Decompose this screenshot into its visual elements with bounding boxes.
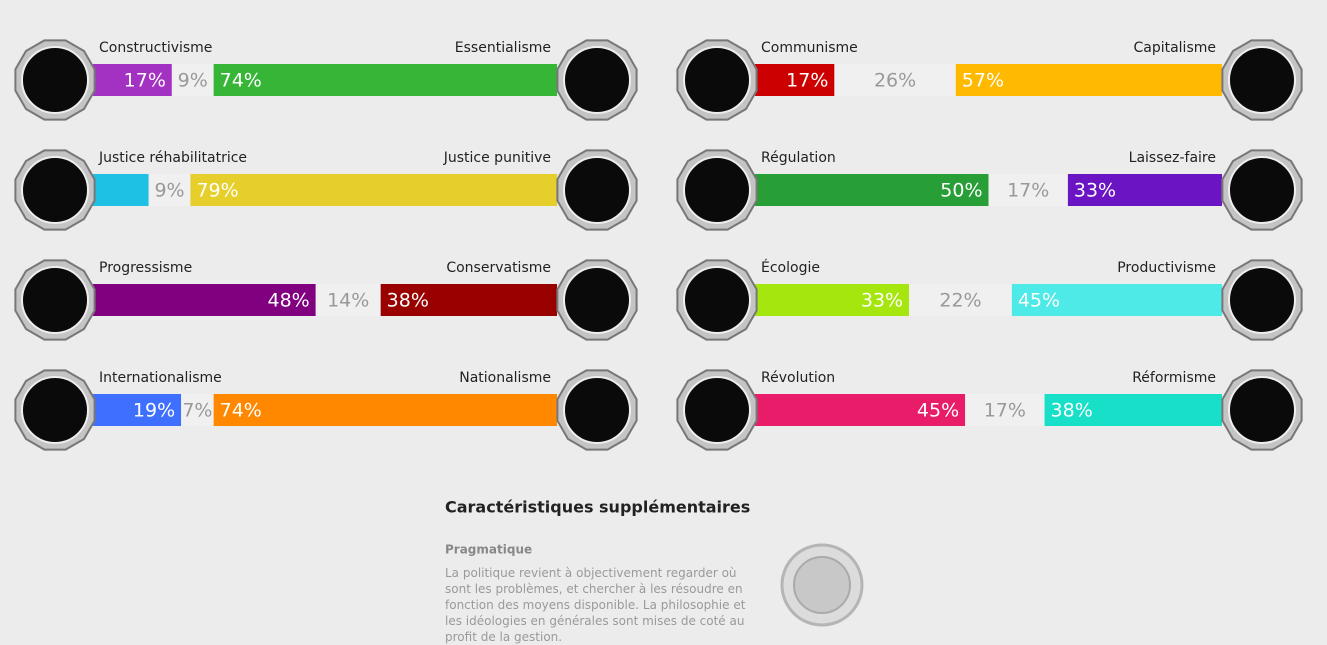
icon — [21, 376, 89, 444]
bar-segment — [1011, 284, 1222, 316]
icon — [563, 46, 631, 114]
percent-label: 17% — [786, 70, 828, 92]
bar-segment — [171, 64, 214, 96]
percent-label: 33% — [1074, 180, 1116, 202]
left-label: Internationalisme — [99, 370, 222, 386]
bar-segment — [315, 284, 381, 316]
bar-segment — [909, 284, 1012, 316]
percent-label: 26% — [874, 70, 916, 92]
bar-segment — [755, 174, 989, 206]
bar-segment — [755, 394, 966, 426]
icon — [683, 156, 751, 224]
left-label: Constructivisme — [99, 40, 212, 56]
right-label: Nationalisme — [459, 370, 551, 386]
bar-segment — [988, 174, 1068, 206]
left-label: Progressisme — [99, 260, 192, 276]
right-label: Conservatisme — [446, 260, 551, 276]
right-label: Essentialisme — [455, 40, 551, 56]
bar-segment — [93, 64, 172, 96]
percent-label: 33% — [861, 290, 903, 312]
percent-label: 38% — [1051, 400, 1093, 422]
bar-segment — [965, 394, 1045, 426]
percent-label: 45% — [1018, 290, 1060, 312]
bar-segment — [93, 284, 316, 316]
icon — [683, 376, 751, 444]
bar-segment — [213, 394, 557, 426]
percent-label: 50% — [940, 180, 982, 202]
right-label: Justice punitive — [443, 150, 551, 166]
icon — [1228, 376, 1296, 444]
icon — [563, 156, 631, 224]
icon — [1228, 46, 1296, 114]
percent-label: 17% — [984, 400, 1026, 422]
bar-segment — [1067, 174, 1222, 206]
icon — [21, 156, 89, 224]
percent-label: 17% — [124, 70, 166, 92]
icon — [21, 266, 89, 334]
icon — [1228, 156, 1296, 224]
percent-label: 9% — [178, 70, 208, 92]
icon — [21, 46, 89, 114]
trait-badge-inner — [793, 556, 851, 614]
percent-label: 48% — [267, 290, 309, 312]
icon — [563, 376, 631, 444]
right-label: Productivisme — [1117, 260, 1216, 276]
bar-segment — [213, 64, 557, 96]
right-label: Capitalisme — [1133, 40, 1216, 56]
bar-segment — [93, 394, 182, 426]
bar-segment — [755, 64, 835, 96]
percent-label: 22% — [939, 290, 981, 312]
percent-label: 19% — [133, 400, 175, 422]
bar-segment — [1044, 394, 1222, 426]
percent-label: 74% — [220, 400, 262, 422]
percent-label: 7% — [182, 400, 212, 422]
percent-label: 38% — [387, 290, 429, 312]
right-label: Réformisme — [1132, 370, 1216, 386]
percent-label: 45% — [917, 400, 959, 422]
bar-segment — [93, 174, 149, 206]
bar-segment — [755, 284, 910, 316]
percent-label: 79% — [196, 180, 238, 202]
section-title: Caractéristiques supplémentaires — [445, 498, 750, 517]
icon — [683, 266, 751, 334]
icon — [1228, 266, 1296, 334]
icon — [563, 266, 631, 334]
percent-label: 57% — [962, 70, 1004, 92]
left-label: Régulation — [761, 150, 836, 166]
trait-description: La politique revient à objectivement reg… — [445, 566, 746, 644]
bar-segment — [181, 394, 214, 426]
percent-label: 9% — [154, 180, 184, 202]
bar-segment — [148, 174, 191, 206]
left-label: Communisme — [761, 40, 858, 56]
right-label: Laissez-faire — [1129, 150, 1216, 166]
left-label: Écologie — [761, 259, 820, 276]
left-label: Révolution — [761, 370, 835, 386]
bar-segment — [955, 64, 1222, 96]
bar-segment — [834, 64, 956, 96]
trait-name: Pragmatique — [445, 543, 532, 557]
icon — [683, 46, 751, 114]
bar-segment — [380, 284, 557, 316]
bar-segment — [190, 174, 557, 206]
percent-label: 17% — [1007, 180, 1049, 202]
percent-label: 74% — [220, 70, 262, 92]
percent-label: 14% — [327, 290, 369, 312]
left-label: Justice réhabilitatrice — [98, 150, 247, 166]
